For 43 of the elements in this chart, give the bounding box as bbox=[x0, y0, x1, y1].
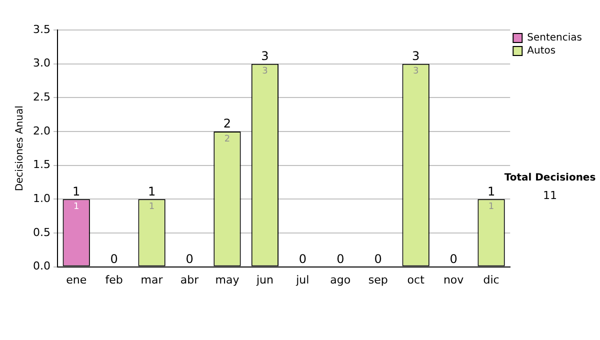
y-tick-label: 1.0 bbox=[32, 192, 50, 205]
y-tick-label: 2.0 bbox=[32, 124, 50, 138]
x-tick-label: mar bbox=[140, 273, 164, 286]
total-label: 0 bbox=[186, 252, 194, 266]
total-label: 3 bbox=[261, 48, 269, 63]
total-label: 0 bbox=[298, 252, 306, 266]
x-tick-label: jun bbox=[255, 273, 274, 286]
x-tick-label: jul bbox=[295, 273, 310, 286]
y-tick-label: 3.5 bbox=[32, 22, 50, 36]
x-tick-label: dic bbox=[483, 273, 500, 286]
x-tick-label: nov bbox=[443, 273, 464, 286]
data-label: 1 bbox=[148, 202, 155, 212]
total-label: 0 bbox=[336, 252, 344, 266]
total-label: 3 bbox=[412, 48, 420, 63]
data-label: 2 bbox=[224, 134, 230, 144]
total-label: 1 bbox=[487, 184, 496, 198]
data-label: 3 bbox=[412, 66, 419, 77]
x-tick-label: oct bbox=[407, 273, 426, 286]
data-label: 3 bbox=[262, 66, 268, 77]
x-tick-label: abr bbox=[180, 273, 200, 286]
y-tick-label: 2.5 bbox=[32, 90, 50, 104]
text: 11 bbox=[543, 188, 557, 202]
total-label: 0 bbox=[450, 252, 458, 266]
legend-label: Autos bbox=[527, 46, 556, 57]
annotation: Total Decisiones bbox=[504, 172, 596, 184]
data-label: 1 bbox=[73, 202, 80, 212]
x-tick-label: sep bbox=[368, 273, 388, 286]
y-axis-title: Decisiones Anual bbox=[14, 106, 26, 192]
data-label: 1 bbox=[488, 202, 494, 212]
y-tick-label: 0.5 bbox=[32, 226, 50, 239]
x-tick-label: ago bbox=[330, 273, 351, 286]
total-label: 1 bbox=[72, 184, 80, 198]
y-tick-label: 1.5 bbox=[32, 158, 50, 172]
x-tick-label: ene bbox=[66, 273, 87, 286]
total-label: 0 bbox=[374, 252, 382, 266]
x-tick-label: feb bbox=[105, 273, 123, 286]
x-tick-label: may bbox=[215, 273, 240, 286]
legend-label: Sentencias bbox=[527, 32, 582, 44]
total-label: 0 bbox=[110, 252, 118, 266]
y-tick-label: 3.0 bbox=[32, 56, 50, 70]
total-label: 1 bbox=[148, 184, 156, 198]
y-tick-label: 0.0 bbox=[32, 260, 50, 273]
total-label: 2 bbox=[223, 116, 232, 131]
